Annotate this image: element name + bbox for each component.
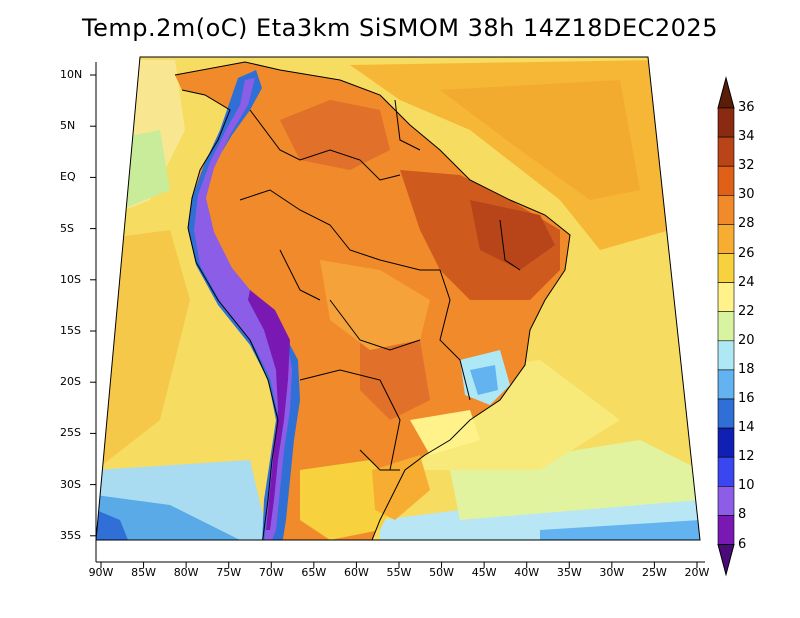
andes-coldest-band	[248, 290, 290, 530]
lon-label: 55W	[386, 566, 412, 579]
south-atlantic-cold	[540, 520, 700, 540]
colorbar-box	[717, 107, 735, 138]
central-hot-region	[360, 340, 430, 420]
colorbar-label: 8	[738, 507, 747, 523]
colorbar-bottom-arrow	[717, 544, 735, 577]
north-hot-region	[280, 100, 390, 170]
lat-label: 10S	[60, 272, 81, 286]
lat-label: 5S	[60, 221, 74, 235]
lon-label: 20W	[684, 566, 710, 579]
lat-label: 20S	[60, 375, 81, 389]
colorbar-label: 18	[738, 361, 755, 377]
lon-label: 35W	[556, 566, 582, 579]
lon-label: 80W	[173, 566, 199, 579]
map-frame	[95, 56, 701, 541]
lon-label: 45W	[471, 566, 497, 579]
colorbar-box	[717, 165, 735, 196]
colorbar-label: 26	[738, 245, 755, 261]
colorbar-top-arrow	[717, 76, 735, 109]
colorbar-box	[717, 253, 735, 283]
lat-label: 35S	[60, 528, 81, 542]
colorbar-label: 6	[738, 536, 747, 552]
colorbar-label: 32	[738, 158, 755, 174]
south-atlantic-mild	[450, 440, 700, 520]
lat-label: 25S	[60, 426, 81, 440]
uruguay-region	[372, 455, 430, 520]
colorbar-box	[717, 136, 735, 167]
colorbar-label: 22	[738, 303, 755, 319]
lat-label: 15S	[60, 324, 81, 337]
lat-label: 10N	[60, 68, 83, 81]
atlantic-warmer-region	[440, 80, 640, 200]
colorbar-box	[717, 369, 735, 400]
lon-label: 75W	[216, 566, 242, 579]
lon-label: 65W	[301, 566, 327, 579]
lat-label: 30S	[60, 477, 81, 491]
colorbar-label: 34	[738, 129, 755, 145]
colorbar-label: 20	[738, 332, 755, 348]
colorbar-label: 28	[738, 216, 755, 232]
lon-label: 30W	[599, 566, 625, 579]
colorbar-box	[717, 515, 735, 545]
colorbar-label: 16	[738, 391, 755, 406]
patagonia-cold	[205, 540, 240, 555]
colorbar-box	[717, 282, 735, 313]
colorbar-box	[717, 224, 735, 254]
lon-label: 85W	[131, 566, 156, 579]
colorbar-box	[717, 311, 735, 342]
lon-ticks	[100, 562, 698, 568]
colorbar-label: 10	[738, 478, 755, 494]
colorbar-label: 12	[738, 449, 755, 465]
pacific-region	[96, 230, 190, 470]
colorbar-box	[717, 195, 735, 225]
colorbar-box	[717, 398, 735, 429]
map-title: Temp.2m(oC) Eta3km SiSMOM 38h 14Z18DEC20…	[82, 14, 718, 42]
colorbar-box	[717, 456, 735, 487]
lon-label: 70W	[258, 566, 284, 579]
lat-label: 5N	[60, 119, 76, 133]
lon-label: 90W	[88, 566, 114, 579]
south-pacific-colder	[96, 510, 130, 540]
central-plateau	[320, 260, 430, 350]
lat-label: EQ	[60, 170, 76, 184]
colorbar-label: 36	[738, 100, 755, 115]
colorbar-box	[717, 340, 735, 371]
south-pacific-cold	[96, 495, 240, 540]
lon-label: 60W	[343, 566, 369, 579]
andes-colder-band	[194, 78, 292, 540]
colorbar-label: 14	[738, 420, 755, 436]
colorbar	[717, 76, 735, 577]
map-field	[96, 57, 700, 555]
colorbar-box	[717, 427, 735, 458]
lat-ticks	[90, 74, 96, 537]
colorbar-label: 24	[738, 274, 755, 290]
colorbar-label: 30	[738, 187, 755, 203]
southeast-highlands-cold	[470, 365, 498, 395]
northeast-hottest-region	[470, 200, 555, 270]
south-mild-region	[410, 410, 480, 455]
colorbar-box	[717, 485, 735, 516]
country-borders	[174, 61, 571, 540]
lon-label: 25W	[641, 566, 667, 579]
lon-label: 50W	[429, 566, 454, 579]
lon-label: 40W	[514, 566, 540, 579]
